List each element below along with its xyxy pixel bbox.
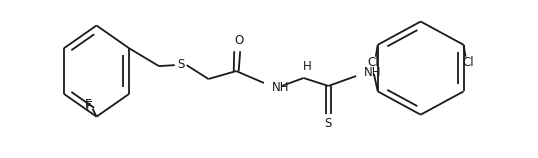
Text: Cl: Cl <box>463 56 475 69</box>
Text: NH: NH <box>272 81 289 94</box>
Text: Cl: Cl <box>367 56 379 69</box>
Text: F: F <box>86 98 92 111</box>
Text: S: S <box>177 58 185 71</box>
Text: F: F <box>86 100 93 113</box>
Text: O: O <box>235 34 244 47</box>
Text: NH: NH <box>364 66 381 79</box>
Text: H: H <box>303 60 312 73</box>
Text: S: S <box>325 117 332 130</box>
